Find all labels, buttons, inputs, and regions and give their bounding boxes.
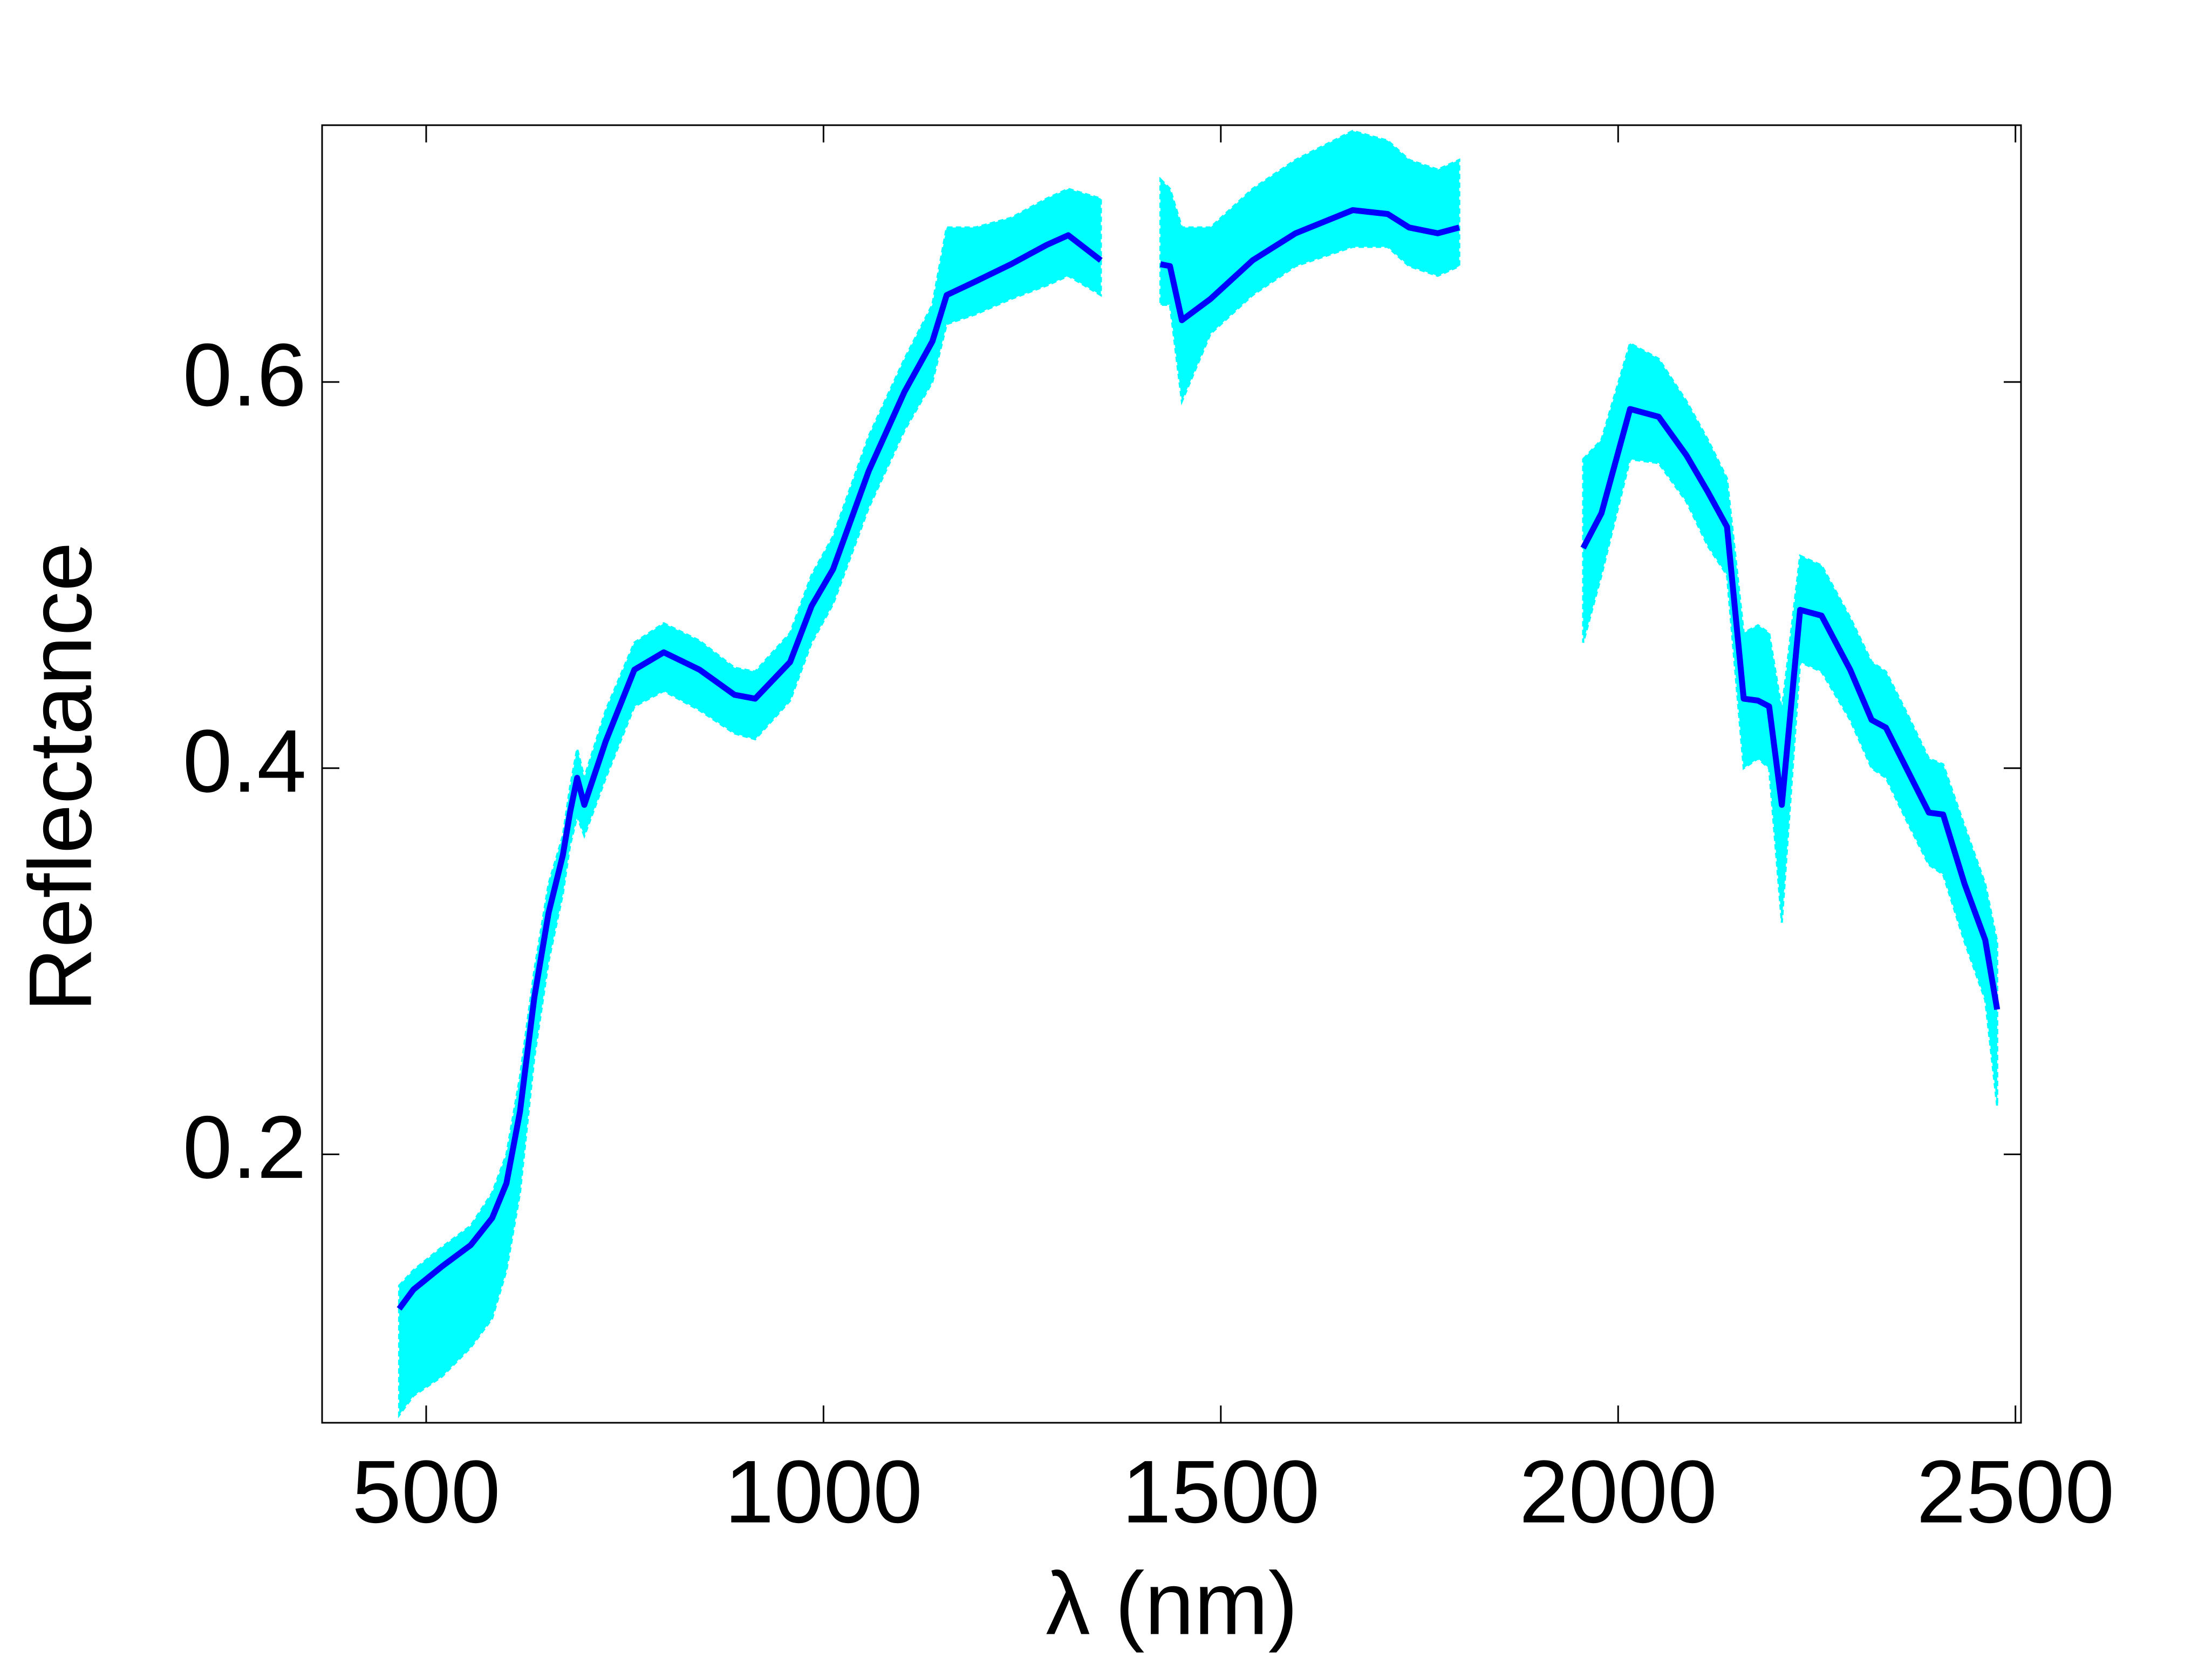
- x-tick-label: 500: [352, 1442, 500, 1541]
- spread-band: [398, 129, 1998, 1418]
- x-tick-label: 1000: [725, 1442, 923, 1541]
- y-tick-label: 0.2: [183, 1097, 306, 1197]
- mean-line: [397, 207, 2001, 1311]
- y-tick-label: 0.6: [183, 325, 306, 425]
- x-tick-label: 2500: [1916, 1442, 2114, 1541]
- y-tick-label: 0.4: [183, 711, 306, 810]
- x-axis-label: λ (nm): [1046, 1554, 1298, 1653]
- y-axis-label: Reflectance: [11, 542, 110, 1012]
- x-tick-label: 1500: [1122, 1442, 1320, 1541]
- plot-frame: [321, 124, 2022, 1424]
- x-tick-label: 2000: [1519, 1442, 1717, 1541]
